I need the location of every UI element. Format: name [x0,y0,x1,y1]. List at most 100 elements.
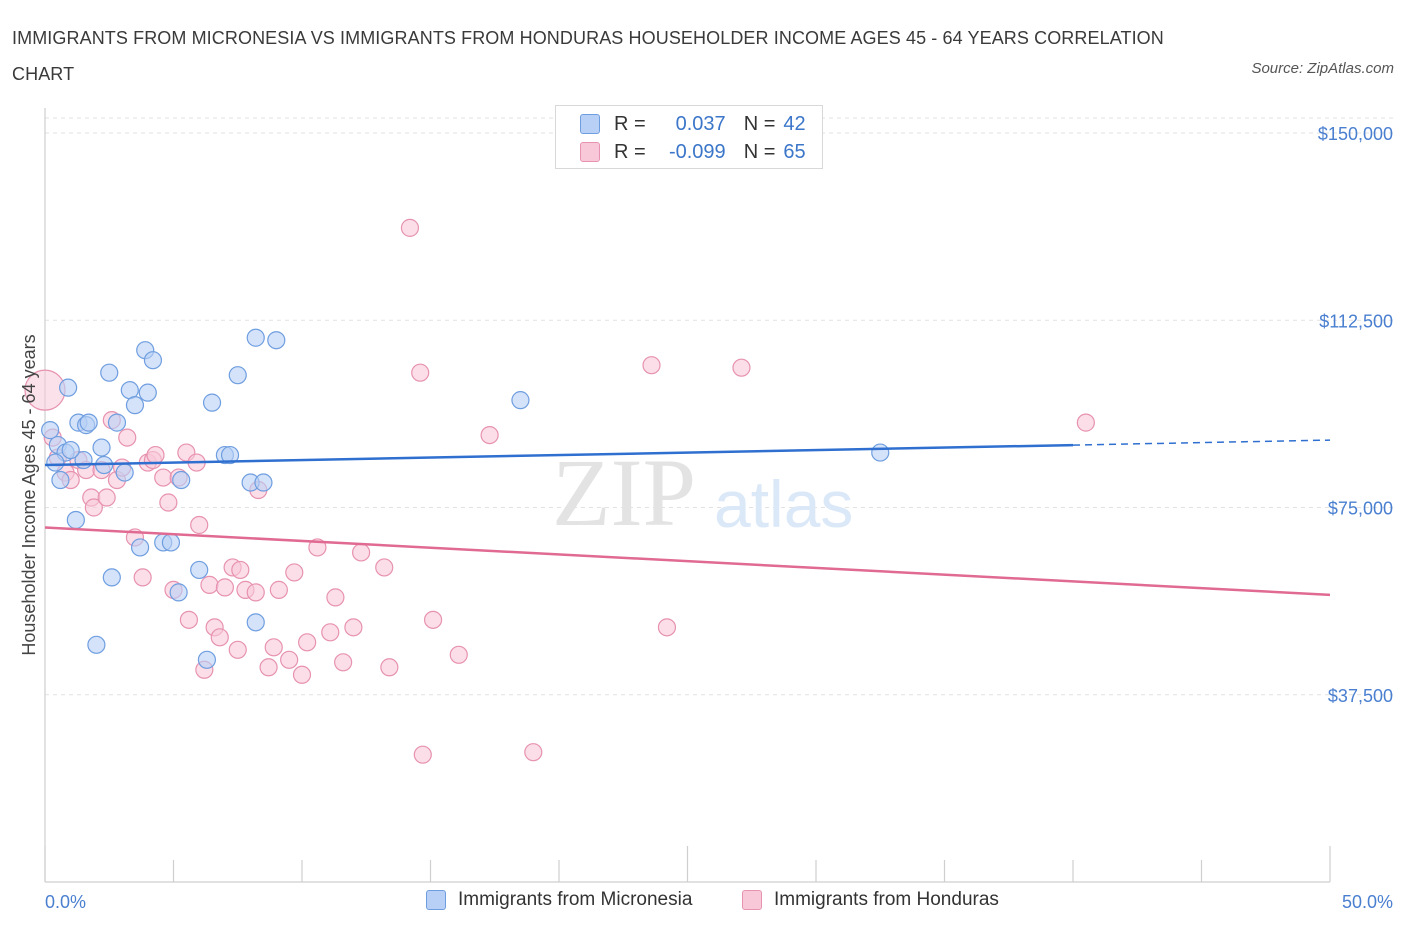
legend-swatch-honduras [580,142,600,162]
honduras-point [524,743,543,762]
micronesia-point [102,568,121,587]
honduras-point [228,640,247,659]
micronesia-point [161,533,181,552]
micronesia-point [197,650,217,669]
micronesia-point [246,613,265,632]
micronesia-trend-line [44,443,1074,467]
bottom-legend-micronesia: Immigrants from Micronesia [426,889,692,911]
honduras-point [269,580,288,599]
micronesia-point [871,443,890,462]
honduras-point [344,618,363,637]
honduras-point [159,493,178,512]
gridlines [45,117,1395,696]
legend-swatch-micronesia [580,114,600,134]
source-note: Source: ZipAtlas.com [1251,60,1394,77]
micronesia-point [79,413,98,432]
legend-n-label: N = [743,112,776,135]
honduras-point [154,468,173,487]
watermark-zip: ZIP [552,439,696,546]
honduras-point [84,498,103,517]
legend-n-value-honduras: 65 [783,140,806,163]
bottom-legend-swatch-micronesia [426,890,446,910]
honduras-point [146,445,165,465]
honduras-point [97,488,116,507]
honduras-point [259,658,278,677]
micronesia-point [41,421,60,440]
x-tick-label-max: 50.0% [1342,892,1393,912]
honduras-point [352,543,371,562]
micronesia-point [220,445,240,465]
micronesia-point [51,470,70,490]
legend-row-micronesia: R = 0.037 N = 42 [580,111,806,137]
micronesia-point [66,510,85,530]
honduras-point [1076,413,1095,432]
legend-r-value-micronesia: 0.037 [675,112,726,135]
micronesia-point [125,396,145,415]
micronesia-point [61,440,80,460]
honduras-point [190,515,209,535]
chart-title: IMMIGRANTS FROM MICRONESIA VS IMMIGRANTS… [12,28,1164,84]
y-tick-label: $37,500 [1328,686,1393,706]
honduras-point [246,583,265,602]
honduras-point [298,633,317,652]
honduras-point [400,218,420,237]
y-tick-label: $75,000 [1328,499,1393,519]
honduras-point [210,628,229,647]
micronesia-point [254,473,273,492]
micronesia-point [190,560,209,580]
trend-lines [44,439,1331,597]
y-axis-label: Householder Income Ages 45 - 64 years [19,334,39,655]
bottom-legend-honduras: Immigrants from Honduras [742,889,999,911]
honduras-point [334,653,353,672]
micronesia-point [87,635,106,654]
micronesia-point [138,383,157,402]
micronesia-points [41,328,890,669]
honduras-point [375,558,394,577]
honduras-point [326,588,345,607]
micronesia-point [59,378,78,397]
micronesia-point [511,391,530,410]
watermark: ZIP atlas [552,439,853,546]
honduras-trend-line [44,526,1331,597]
honduras-point [118,428,137,447]
bottom-legend-label-micronesia: Immigrants from Micronesia [458,889,693,910]
honduras-point [231,560,250,580]
micronesia-point [92,438,111,457]
honduras-point [380,658,399,677]
honduras-point [423,610,443,629]
micronesia-point [267,331,286,350]
honduras-point [657,618,677,637]
honduras-point [179,610,199,629]
micronesia-point [143,351,163,370]
honduras-point [292,665,312,684]
micronesia-point [202,393,222,412]
honduras-point [215,578,234,597]
micronesia-point [246,328,265,347]
honduras-point [449,645,468,664]
legend-r-label: R = [614,112,646,135]
honduras-point [413,745,432,764]
honduras-point [200,575,219,594]
micronesia-point [130,538,150,557]
watermark-atlas: atlas [714,467,853,541]
honduras-point [642,356,661,375]
legend-row-honduras: R = -0.099 N = 65 [580,139,806,165]
honduras-point [321,623,340,642]
bottom-legend-label-honduras: Immigrants from Honduras [774,889,999,910]
correlation-legend: R = 0.037 N = 42 R = -0.099 N = 65 [555,105,823,169]
honduras-point [285,563,304,582]
micronesia-point [169,583,188,602]
micronesia-point [115,463,134,482]
micronesia-point [46,453,65,472]
x-axis-ticks: 0.0% 50.0% [45,892,1393,912]
honduras-point [732,358,751,377]
micronesia-point [172,470,191,490]
honduras-point [133,568,152,587]
micronesia-point [107,413,127,432]
micronesia-point [228,366,247,385]
legend-r-value-honduras: -0.099 [668,140,726,163]
honduras-points [24,218,1095,764]
honduras-point [480,425,499,445]
bottom-legend-swatch-honduras [742,890,762,910]
